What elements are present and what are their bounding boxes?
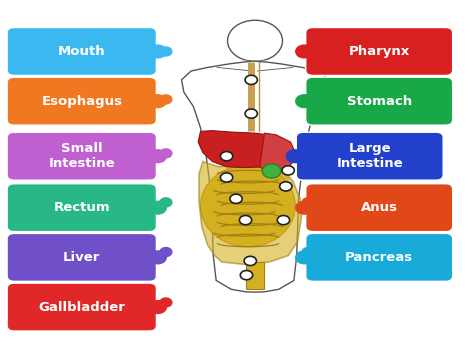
Polygon shape <box>198 131 293 168</box>
Circle shape <box>280 182 292 191</box>
Polygon shape <box>182 61 328 292</box>
Circle shape <box>244 256 256 266</box>
Text: Liver: Liver <box>63 251 100 264</box>
Circle shape <box>149 95 166 108</box>
Circle shape <box>160 95 172 104</box>
Text: Esophagus: Esophagus <box>41 95 122 108</box>
Text: Small
Intestine: Small Intestine <box>48 142 115 170</box>
Circle shape <box>296 201 313 214</box>
Text: Rectum: Rectum <box>54 201 110 214</box>
FancyBboxPatch shape <box>7 77 156 125</box>
Circle shape <box>160 247 172 257</box>
FancyBboxPatch shape <box>306 77 453 125</box>
Text: Anus: Anus <box>361 201 398 214</box>
FancyBboxPatch shape <box>296 132 443 180</box>
Circle shape <box>302 95 314 104</box>
Polygon shape <box>260 133 295 174</box>
Circle shape <box>302 47 314 56</box>
Circle shape <box>149 150 166 163</box>
FancyBboxPatch shape <box>306 234 453 281</box>
Circle shape <box>149 251 166 264</box>
Circle shape <box>282 166 294 175</box>
Circle shape <box>286 150 303 163</box>
Circle shape <box>296 251 313 264</box>
Circle shape <box>277 215 290 225</box>
Circle shape <box>160 149 172 158</box>
Text: Mouth: Mouth <box>58 45 106 58</box>
Circle shape <box>296 45 313 58</box>
Circle shape <box>239 215 252 225</box>
FancyBboxPatch shape <box>7 132 156 180</box>
Text: Pancreas: Pancreas <box>345 251 413 264</box>
FancyBboxPatch shape <box>7 184 156 231</box>
Circle shape <box>296 95 313 108</box>
Circle shape <box>302 149 314 158</box>
Text: Large
Intestine: Large Intestine <box>337 142 403 170</box>
Circle shape <box>149 45 166 58</box>
Circle shape <box>160 298 172 307</box>
Polygon shape <box>245 60 264 72</box>
FancyBboxPatch shape <box>7 234 156 281</box>
Circle shape <box>220 173 233 182</box>
FancyBboxPatch shape <box>306 184 453 231</box>
Circle shape <box>228 20 283 61</box>
FancyBboxPatch shape <box>306 27 453 75</box>
Circle shape <box>245 75 257 84</box>
Circle shape <box>302 198 314 207</box>
Circle shape <box>160 47 172 56</box>
Circle shape <box>262 164 281 178</box>
Circle shape <box>230 194 242 203</box>
Text: Stomach: Stomach <box>346 95 412 108</box>
Text: Gallbladder: Gallbladder <box>38 301 125 313</box>
Circle shape <box>220 152 233 161</box>
Circle shape <box>149 301 166 313</box>
Circle shape <box>302 247 314 257</box>
Polygon shape <box>246 262 264 289</box>
Polygon shape <box>199 162 301 264</box>
FancyBboxPatch shape <box>7 27 156 75</box>
Circle shape <box>245 109 257 118</box>
Polygon shape <box>248 168 289 183</box>
Circle shape <box>160 198 172 207</box>
Ellipse shape <box>201 165 295 247</box>
FancyBboxPatch shape <box>7 283 156 331</box>
Text: Pharynx: Pharynx <box>348 45 410 58</box>
Circle shape <box>240 271 253 280</box>
Circle shape <box>149 201 166 214</box>
